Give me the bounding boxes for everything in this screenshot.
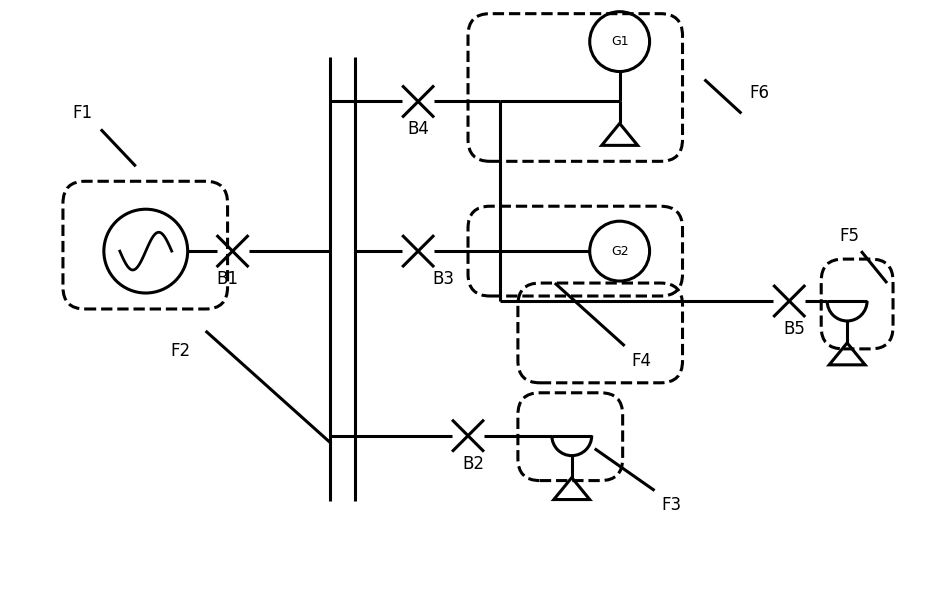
Text: B2: B2 (462, 454, 484, 472)
Text: B4: B4 (408, 120, 429, 138)
Text: F5: F5 (839, 227, 859, 245)
Text: F3: F3 (661, 496, 681, 513)
Text: F1: F1 (73, 105, 93, 123)
Text: F2: F2 (171, 342, 191, 360)
Text: G1: G1 (611, 35, 629, 48)
Text: B1: B1 (217, 270, 238, 288)
Text: F6: F6 (750, 85, 770, 103)
Text: B5: B5 (784, 320, 806, 338)
Text: G2: G2 (611, 245, 629, 258)
Text: B3: B3 (432, 270, 454, 288)
Text: F4: F4 (632, 352, 652, 370)
